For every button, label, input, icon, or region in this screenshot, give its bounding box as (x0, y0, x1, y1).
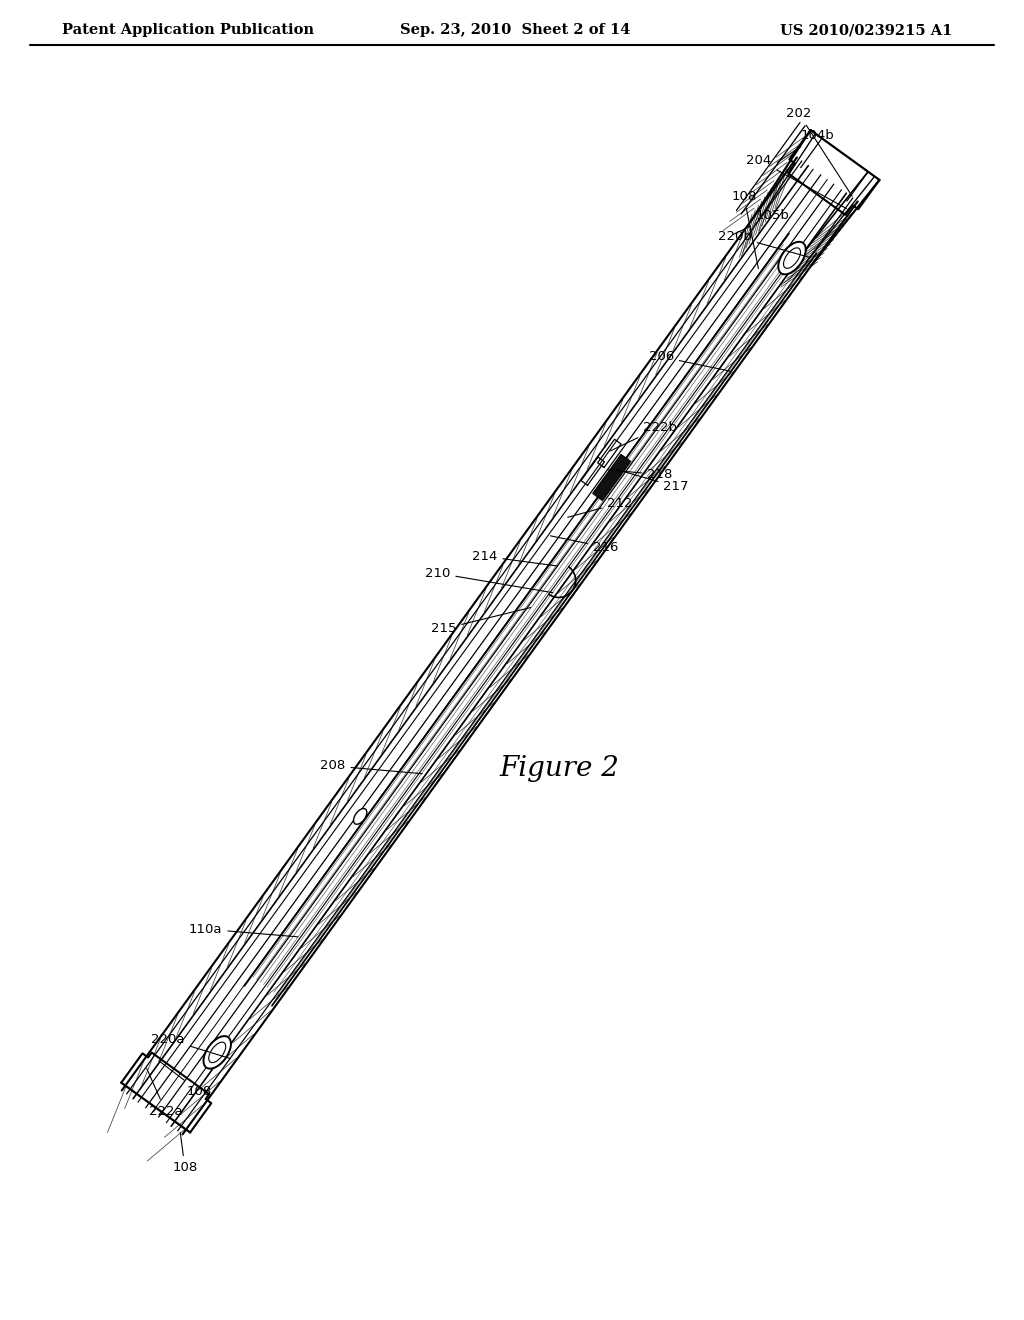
Text: 202: 202 (786, 107, 852, 197)
Text: US 2010/0239215 A1: US 2010/0239215 A1 (780, 22, 952, 37)
Text: 105b: 105b (733, 210, 790, 235)
Text: 215: 215 (431, 607, 530, 635)
Ellipse shape (204, 1036, 231, 1069)
Text: Figure 2: Figure 2 (500, 755, 620, 781)
Text: 220b: 220b (718, 230, 810, 257)
Ellipse shape (778, 242, 806, 275)
Text: 206: 206 (648, 350, 730, 371)
Text: 220a: 220a (152, 1034, 230, 1059)
Text: 218: 218 (608, 469, 673, 480)
Text: 108: 108 (731, 190, 759, 269)
Text: 214: 214 (472, 550, 557, 566)
Text: 212: 212 (567, 496, 633, 517)
Ellipse shape (353, 809, 367, 824)
Text: 208: 208 (321, 759, 422, 774)
Text: Sep. 23, 2010  Sheet 2 of 14: Sep. 23, 2010 Sheet 2 of 14 (400, 22, 631, 37)
Text: 222b: 222b (610, 421, 677, 451)
Text: 210: 210 (425, 566, 553, 593)
Text: 222a: 222a (146, 1069, 182, 1118)
Text: 110a: 110a (188, 923, 298, 937)
Text: 104b: 104b (777, 129, 834, 162)
Text: 204: 204 (746, 153, 847, 209)
Text: 216: 216 (550, 536, 618, 554)
Text: Patent Application Publication: Patent Application Publication (62, 22, 314, 37)
Text: 108: 108 (172, 1133, 198, 1173)
Text: 217: 217 (616, 470, 689, 494)
Polygon shape (593, 454, 631, 500)
Text: 108: 108 (159, 1061, 211, 1098)
